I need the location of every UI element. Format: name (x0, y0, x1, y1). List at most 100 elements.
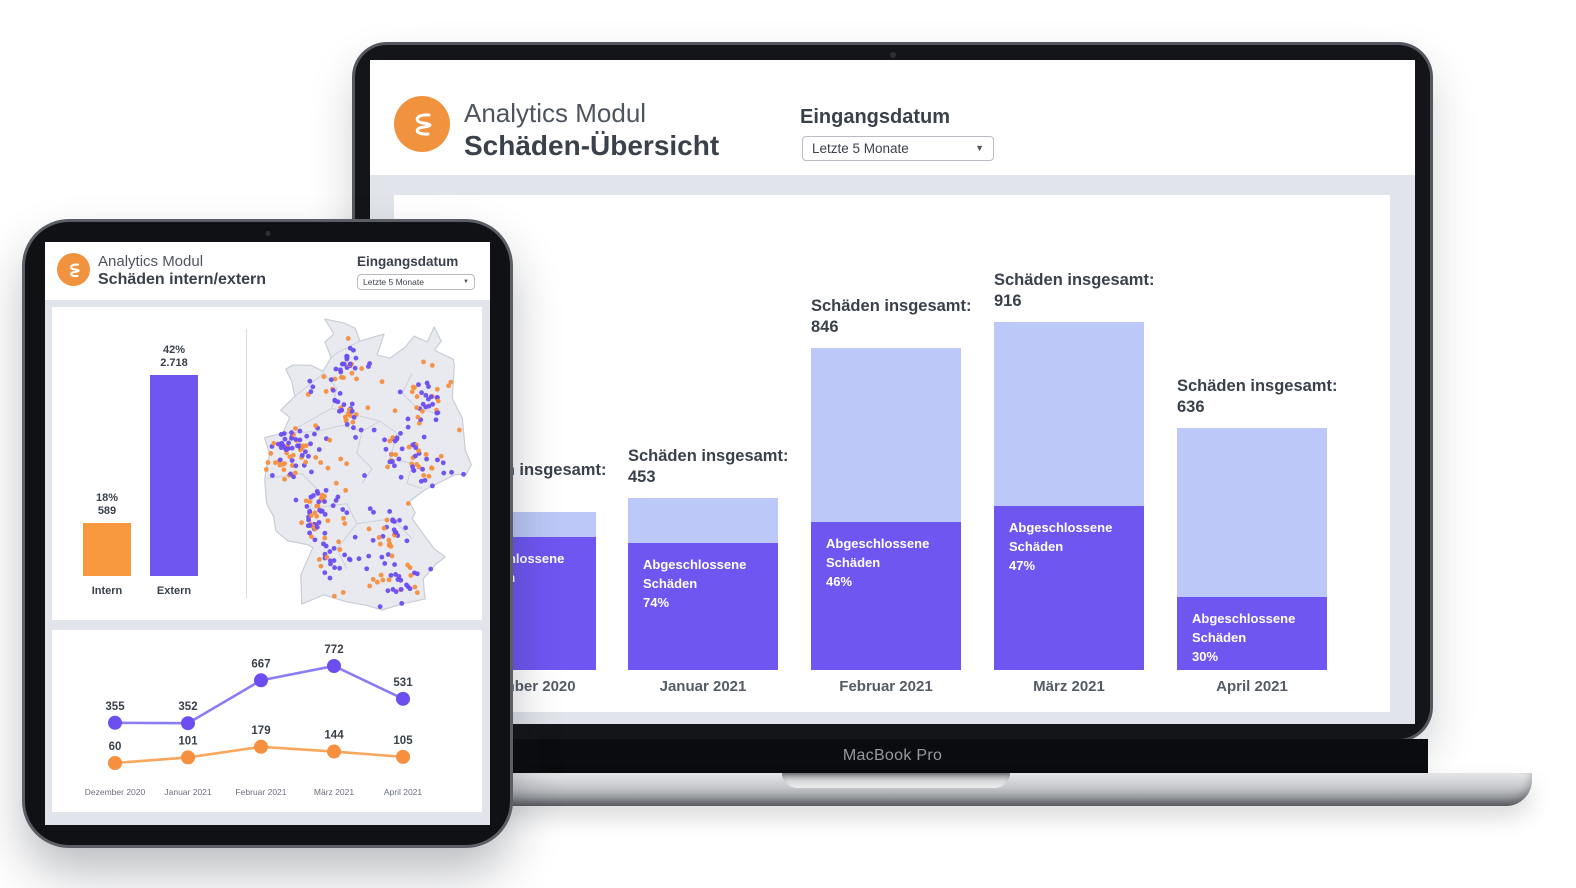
app-title: Analytics Modul (464, 98, 647, 128)
germany-map (252, 313, 482, 614)
tablet-logo-squiggle-icon (69, 263, 80, 277)
card-divider (246, 329, 247, 598)
ie-pct: 18% (95, 492, 119, 504)
bar-month-label: April 2021 (1216, 678, 1288, 695)
tablet-header: Analytics Modul Schäden intern/extern Ei… (45, 242, 490, 300)
ie-bar (83, 523, 131, 576)
ie-value: 589 (97, 505, 117, 517)
tablet-app-title: Analytics Modul (98, 253, 204, 270)
point-value-label: 144 (324, 730, 344, 742)
bar-month-label: Januar 2021 (659, 678, 747, 695)
line-chart-card: 355 352 667 772 531 60 101 179 144 105 Dezember 20… (52, 630, 482, 812)
laptop-header: Analytics Modul Schäden-Übersicht Eingan… (370, 60, 1415, 175)
bar-total-label: Schäden insgesamt: 846 (811, 296, 1031, 338)
bar-month-label: Februar 2021 (839, 678, 933, 695)
bar-total-label: Schäden insgesamt: 916 (994, 270, 1214, 312)
tablet-filter-label: Eingangsdatum (357, 254, 459, 269)
map-dots (263, 336, 466, 610)
line-point (327, 659, 341, 673)
date-range-value: Letzte 5 Monate (812, 141, 909, 156)
state-border (294, 372, 325, 397)
date-range-select[interactable]: Letzte 5 Monate ▼ (802, 136, 994, 161)
bar-total-label-text: Schäden insgesamt: (628, 447, 789, 465)
ie-bar-value-label: 18% 589 (62, 492, 152, 518)
state-border (379, 420, 423, 490)
intern-extern-chart: 18% 589 Intern 42% 2.718 Extern (52, 307, 246, 620)
line-point (181, 750, 195, 765)
point-value-label: 60 (109, 741, 122, 753)
point-value-label: 101 (178, 735, 198, 747)
ie-value: 2.718 (160, 357, 188, 369)
bar-total-value: 453 (628, 468, 656, 486)
bar-completed-pct: 46% (826, 574, 853, 589)
bar-completed-pct: 30% (1192, 649, 1219, 664)
bar-completed-pct: 47% (1009, 558, 1036, 573)
bar: Abgeschlossene Schäden 47% (994, 322, 1144, 670)
bar-completed-pct: 74% (643, 595, 670, 610)
laptop-lid-notch (782, 773, 1010, 788)
logo-squiggle-icon (415, 113, 432, 136)
tablet-chevron-down-icon: ▼ (463, 279, 469, 285)
overview-card: Schäden insgesamt:415Abgeschlossene Schä… (394, 195, 1390, 712)
bar-completed-label: Abgeschlossene Schäden (1192, 611, 1296, 645)
line-x-label: März 2021 (314, 787, 354, 797)
point-value-label: 772 (324, 644, 343, 656)
tablet-company-logo (57, 253, 90, 286)
bar-completed-segment: Abgeschlossene Schäden 47% (994, 506, 1144, 670)
bar: Abgeschlossene Schäden 46% (811, 348, 961, 670)
line-point (254, 739, 268, 754)
bar-total-value: 636 (1177, 398, 1205, 416)
line-point (396, 749, 410, 764)
line-point (396, 691, 410, 706)
monthly-line-chart: 355 352 667 772 531 60 101 179 144 105 Dezember 20… (85, 644, 423, 797)
point-value-label: 531 (393, 677, 413, 689)
point-value-label: 179 (251, 725, 270, 737)
laptop-display: Schäden insgesamt:415Abgeschlossene Schä… (370, 60, 1415, 724)
state-border (330, 340, 361, 359)
ie-bar (150, 375, 198, 576)
filter-label: Eingangsdatum (800, 106, 951, 128)
point-value-label: 355 (105, 701, 125, 713)
laptop-hinge: MacBook Pro (357, 739, 1428, 773)
line-x-label: Februar 2021 (235, 787, 286, 797)
line-point (327, 744, 341, 759)
tablet-screen: 18% 589 Intern 42% 2.718 Extern 355 352 667 772 5… (45, 242, 490, 825)
ie-axis-label: Extern (156, 585, 192, 597)
page-title: Schäden-Übersicht (464, 130, 720, 161)
state-border (286, 420, 381, 434)
line-point (108, 756, 122, 770)
bar-total-label: Schäden insgesamt: 636 (1177, 376, 1397, 418)
company-logo (394, 96, 450, 152)
tablet-page-title: Schäden intern/extern (98, 271, 267, 288)
bar-month-label: März 2021 (1033, 678, 1105, 695)
line-point (254, 673, 268, 688)
bar-completed-segment: Abgeschlossene Schäden 30% (1177, 597, 1327, 670)
tablet-page-background: 18% 589 Intern 42% 2.718 Extern 355 352 667 772 5… (45, 300, 490, 825)
bar-completed-label: Abgeschlossene Schäden (826, 536, 930, 570)
state-border (266, 473, 318, 509)
tablet-camera-icon (265, 231, 270, 236)
line-x-label: April 2021 (384, 787, 423, 797)
laptop-page-background: Schäden insgesamt:415Abgeschlossene Schä… (370, 175, 1415, 724)
macbook-label: MacBook Pro (842, 747, 943, 764)
bar-total-label: Schäden insgesamt: 453 (628, 446, 848, 488)
point-value-label: 667 (251, 658, 270, 670)
line-point (181, 716, 195, 731)
chevron-down-icon: ▼ (975, 143, 984, 153)
line-x-label: Dezember 2020 (85, 787, 146, 797)
bar-total-label-text: Schäden insgesamt: (1177, 377, 1338, 395)
bar: Abgeschlossene Schäden 30% (1177, 428, 1327, 670)
bar-completed-segment: Abgeschlossene Schäden 74% (628, 543, 778, 670)
tablet-date-range-value: Letzte 5 Monate (363, 277, 424, 287)
bar-completed-label: Abgeschlossene Schäden (643, 557, 747, 591)
intern-extern-card: 18% 589 Intern 42% 2.718 Extern (52, 307, 482, 620)
point-value-label: 105 (393, 735, 413, 747)
ie-pct: 42% (162, 344, 186, 356)
bar-total-value: 846 (811, 318, 839, 336)
bar-total-label-text: Schäden insgesamt: (811, 297, 972, 315)
ie-axis-label: Intern (91, 585, 123, 597)
ie-bar-value-label: 42% 2.718 (129, 344, 219, 370)
state-border (356, 431, 373, 484)
tablet-date-range-select[interactable]: Letzte 5 Monate ▼ (357, 274, 475, 290)
bar: Abgeschlossene Schäden 74% (628, 498, 778, 670)
